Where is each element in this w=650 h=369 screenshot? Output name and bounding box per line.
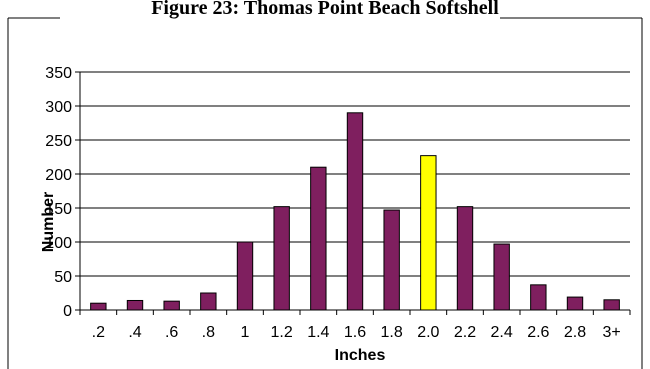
- x-tick-label: 1.4: [307, 324, 329, 341]
- x-tick-label: 1.8: [381, 324, 403, 341]
- x-tick-label: 2.2: [454, 324, 476, 341]
- x-tick-label: 2.8: [564, 324, 586, 341]
- x-tick-label: 2.4: [491, 324, 513, 341]
- x-tick-label: .4: [128, 324, 141, 341]
- y-tick-label: 100: [45, 235, 72, 252]
- bar-.8: [200, 292, 217, 311]
- bar-.6: [163, 300, 180, 311]
- bar-2.8: [566, 296, 584, 311]
- x-tick-label: 2.0: [417, 324, 439, 341]
- bar-2.2: [456, 206, 474, 311]
- y-tick-labels: 0 50 100 150 200 250 300 350: [45, 65, 72, 320]
- y-tick-label: 50: [54, 269, 72, 286]
- y-axis-title: Number: [40, 192, 57, 252]
- x-tick-labels: .2 .4 .6 .8 1 1.2 1.4 1.6 1.8 2.0 2.2 2.4 2.6 2.8 3+: [92, 324, 621, 341]
- x-tick-label: .8: [202, 324, 215, 341]
- y-tick-label: 200: [45, 167, 72, 184]
- chart-title: Figure 23: Thomas Point Beach Softshell: [151, 0, 499, 19]
- bar-1.6: [346, 112, 364, 311]
- x-tick-label: 1.2: [271, 324, 293, 341]
- bar-1: [236, 241, 254, 311]
- x-tick-label: 2.6: [527, 324, 549, 341]
- title-background: [60, 0, 500, 20]
- y-tick-label: 0: [63, 303, 72, 320]
- x-tick-label: .2: [92, 324, 105, 341]
- x-axis-title: Inches: [335, 347, 386, 364]
- bar-.2: [90, 302, 107, 311]
- bar-3+: [603, 299, 620, 311]
- y-tick-label: 250: [45, 133, 72, 150]
- bar-2.0: [420, 155, 437, 311]
- x-tick-label: .6: [165, 324, 178, 341]
- bar-.4: [126, 299, 144, 311]
- bar-2.4: [493, 243, 510, 311]
- bars: [90, 112, 620, 311]
- x-tick-label: 3+: [603, 324, 621, 341]
- x-tick-label: 1.6: [344, 324, 366, 341]
- y-tick-label: 300: [45, 99, 72, 116]
- bar-2.6: [530, 284, 547, 311]
- bar-1.4: [310, 166, 327, 311]
- y-tick-label: 150: [45, 201, 72, 218]
- bar-1.8: [383, 209, 400, 311]
- bar-1.2: [273, 206, 290, 311]
- x-tick-label: 1: [241, 324, 250, 341]
- y-tick-label: 350: [45, 65, 72, 82]
